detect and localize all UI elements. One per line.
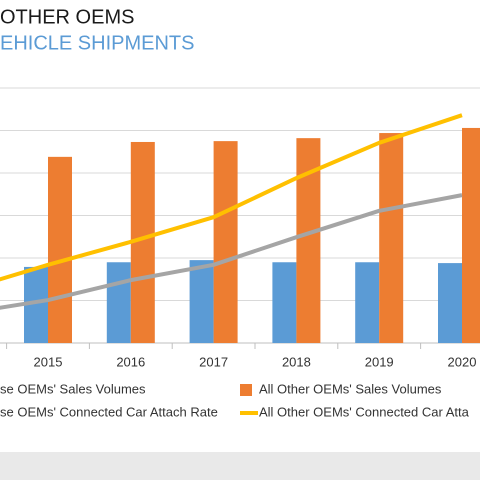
bar — [272, 262, 297, 343]
legend-swatch — [240, 384, 252, 396]
x-tick-label: 2017 — [199, 354, 228, 369]
bar — [106, 262, 131, 343]
bar — [189, 260, 214, 343]
legend-label: All Other OEMs' Connected Car Atta — [259, 404, 470, 419]
line-series — [0, 193, 463, 310]
bar — [462, 127, 480, 343]
x-tick-label: 2015 — [34, 354, 63, 369]
bar — [213, 141, 238, 343]
x-tick-label: 2016 — [116, 354, 145, 369]
bar — [355, 262, 380, 343]
bar — [379, 133, 404, 343]
legend-label: se OEMs' Connected Car Attach Rate — [0, 404, 218, 419]
x-tick-label: 2019 — [365, 354, 394, 369]
legend-label: se OEMs' Sales Volumes — [0, 381, 146, 396]
footer-band — [0, 452, 480, 480]
legend-label: All Other OEMs' Sales Volumes — [259, 381, 442, 396]
x-tick-label: 2020 — [448, 354, 477, 369]
plot-area: 2015 2016 2017 2018 2019 2020 — [0, 113, 480, 369]
legend: se OEMs' Sales Volumes All Other OEMs' Sa… — [0, 381, 470, 419]
chart-subtitle: EHICLE SHIPMENTS — [0, 32, 194, 54]
bar — [48, 156, 72, 343]
x-tick-label: 2018 — [282, 354, 311, 369]
bar — [438, 263, 462, 343]
line-series — [0, 113, 463, 282]
chart-title: OTHER OEMS — [0, 6, 134, 28]
